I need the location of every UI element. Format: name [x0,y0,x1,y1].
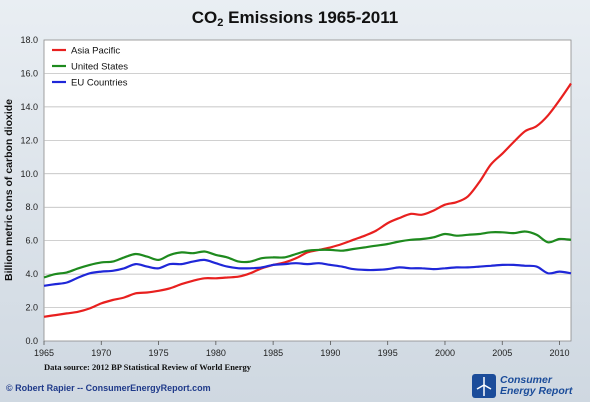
legend-label-united-states: United States [71,62,128,73]
chart-title: CO2 Emissions 1965-2011 [0,8,590,29]
consumer-energy-report-logo: Consumer Energy Report [472,371,590,401]
legend: Asia Pacific United States EU Countries [52,46,128,89]
logo-line-1: Consumer [500,374,552,386]
x-tick-label: 1965 [34,348,54,358]
series-lines [43,82,572,318]
series-line-eu-countries [43,258,572,287]
x-tick-label: 1985 [263,348,283,358]
title-rest: Emissions 1965-2011 [223,8,399,27]
logo-text: Consumer Energy Report [500,375,572,397]
logo-line-2: Energy Report [500,385,573,397]
x-tick-label: 2005 [492,348,512,358]
y-tick-label: 8.0 [25,202,38,212]
copyright-credit: © Robert Rapier -- ConsumerEnergyReport.… [6,383,211,393]
x-tick-label: 1990 [320,348,340,358]
y-tick-label: 4.0 [25,269,38,279]
x-tick-label: 1995 [378,348,398,358]
grid-lines [44,73,571,308]
series-line-asia-pacific [43,82,572,318]
y-tick-label: 0.0 [25,336,38,346]
y-tick-label: 6.0 [25,236,38,246]
y-tick-label: 16.0 [20,68,38,78]
x-tick-label: 1970 [91,348,111,358]
title-subscript: 2 [217,17,224,29]
x-tick-label: 1980 [206,348,226,358]
series-line-united-states [43,230,572,279]
y-axis-ticks: 0.0 2.0 4.0 6.0 8.0 10.0 12.0 14.0 16.0 18.0 [20,35,38,346]
legend-label-asia-pacific: Asia Pacific [71,46,120,57]
legend-label-eu-countries: EU Countries [71,78,128,89]
data-source-note: Data source: 2012 BP Statistical Review … [44,362,251,372]
x-axis-ticks: 1965 1970 1975 1980 1985 1990 1995 2000 2005 2010 [34,341,570,358]
plot-area [43,39,572,342]
x-tick-label: 2010 [550,348,570,358]
x-tick-label: 1975 [149,348,169,358]
y-tick-label: 10.0 [20,169,38,179]
y-axis-label: Billion metric tons of carbon dioxide [3,99,15,281]
y-tick-label: 12.0 [20,135,38,145]
y-tick-label: 2.0 [25,303,38,313]
y-tick-label: 14.0 [20,102,38,112]
x-tick-label: 2000 [435,348,455,358]
wind-turbine-icon [472,374,496,398]
y-tick-label: 18.0 [20,35,38,45]
title-main: CO [191,8,218,27]
